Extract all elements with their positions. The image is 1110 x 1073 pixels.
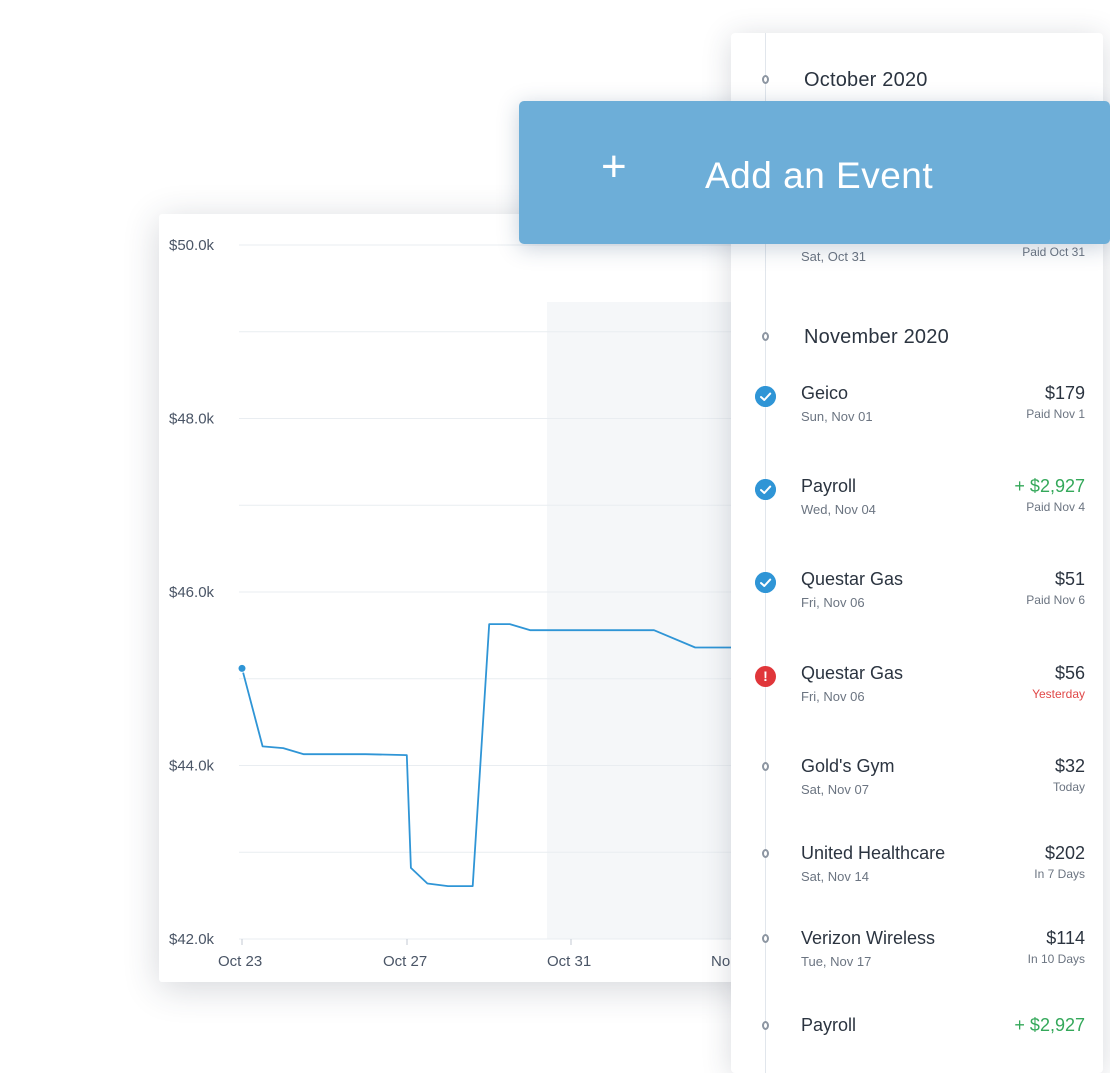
event-name: Gold's Gym bbox=[801, 756, 895, 776]
event-date: Tue, Nov 17 bbox=[801, 954, 872, 969]
pending-dot-icon bbox=[762, 762, 769, 771]
balance-series-line bbox=[241, 623, 737, 887]
event-name: Questar Gas bbox=[801, 569, 904, 589]
event-date: Sat, Nov 14 bbox=[801, 869, 869, 884]
event-amount: $56 bbox=[1054, 663, 1085, 683]
event-status: Paid Oct 31 bbox=[1022, 245, 1085, 259]
check-circle-icon bbox=[755, 386, 776, 407]
pending-dot-icon bbox=[762, 849, 769, 858]
y-tick-label: $50.0k bbox=[169, 237, 215, 254]
event-amount: $32 bbox=[1054, 756, 1085, 776]
event-status: In 7 Days bbox=[1034, 867, 1085, 881]
event-status: Paid Nov 1 bbox=[1026, 407, 1085, 421]
check-circle-icon bbox=[755, 479, 776, 500]
plus-icon: + bbox=[601, 142, 627, 191]
event-amount: $179 bbox=[1044, 383, 1085, 403]
event-status: Paid Nov 6 bbox=[1026, 593, 1085, 607]
event-amount: $51 bbox=[1054, 569, 1085, 589]
x-tick-label: Oct 27 bbox=[383, 953, 427, 970]
x-tick-label: Oct 31 bbox=[547, 953, 591, 970]
pending-dot-icon bbox=[762, 934, 769, 943]
event-status: Yesterday bbox=[1032, 687, 1085, 701]
month-dot-icon bbox=[762, 332, 769, 341]
event-row[interactable]: United Healthcare Sat, Nov 14 $202 In 7 Day… bbox=[731, 843, 1103, 903]
event-row[interactable]: Questar Gas Fri, Nov 06 $51 Paid Nov 6 bbox=[731, 569, 1103, 629]
event-name: Payroll bbox=[801, 476, 857, 496]
y-tick-label: $42.0k bbox=[169, 931, 215, 948]
add-event-label: Add an Event bbox=[705, 155, 934, 196]
month-heading-october: October 2020 bbox=[804, 69, 928, 91]
y-tick-label: $48.0k bbox=[169, 411, 215, 428]
event-row[interactable]: Payroll Wed, Nov 04 + $2,927 Paid Nov 4 bbox=[731, 476, 1103, 536]
event-amount: + $2,927 bbox=[1014, 1015, 1085, 1035]
event-row[interactable]: Geico Sun, Nov 01 $179 Paid Nov 1 bbox=[731, 383, 1103, 443]
series-start-point[interactable] bbox=[237, 663, 247, 673]
add-event-button[interactable]: + Add an Event bbox=[519, 101, 1110, 244]
event-date: Sun, Nov 01 bbox=[801, 409, 873, 424]
event-row[interactable]: Verizon Wireless Tue, Nov 17 $114 In 10 Day… bbox=[731, 928, 1103, 988]
alert-circle-icon: ! bbox=[755, 666, 776, 687]
event-row[interactable]: ! Questar Gas Fri, Nov 06 $56 Yesterday bbox=[731, 663, 1103, 723]
event-name: United Healthcare bbox=[801, 843, 946, 863]
event-status: Today bbox=[1052, 780, 1085, 794]
event-date: Sat, Nov 07 bbox=[801, 782, 869, 797]
x-tick-label: Oct 23 bbox=[218, 953, 262, 970]
event-status: Paid Nov 4 bbox=[1026, 500, 1085, 514]
month-heading-november: November 2020 bbox=[804, 326, 949, 348]
event-row[interactable]: Gold's Gym Sat, Nov 07 $32 Today bbox=[731, 756, 1103, 816]
month-dot-icon bbox=[762, 75, 769, 84]
event-date: Sat, Oct 31 bbox=[801, 249, 867, 264]
pending-dot-icon bbox=[762, 1021, 769, 1030]
event-amount: $202 bbox=[1044, 843, 1085, 863]
event-date: Fri, Nov 06 bbox=[801, 595, 865, 610]
event-amount: + $2,927 bbox=[1014, 476, 1085, 496]
event-row-october-last[interactable]: Sat, Oct 31 Paid Oct 31 bbox=[731, 229, 1103, 269]
event-amount: $114 bbox=[1046, 928, 1085, 948]
timeline-line bbox=[765, 33, 766, 1073]
x-tick-label: No bbox=[711, 953, 730, 970]
event-status: In 10 Days bbox=[1027, 952, 1085, 966]
event-name: Geico bbox=[801, 383, 849, 403]
event-name: Payroll bbox=[801, 1015, 857, 1035]
y-tick-label: $46.0k bbox=[169, 584, 215, 601]
event-row[interactable]: Payroll + $2,927 bbox=[731, 1015, 1103, 1073]
forecast-region bbox=[547, 302, 759, 939]
event-name: Verizon Wireless bbox=[801, 928, 936, 948]
balance-chart-card: $50.0k $48.0k $46.0k $44.0k $42.0k Oct 23 Oct … bbox=[159, 214, 759, 982]
event-date: Fri, Nov 06 bbox=[801, 689, 865, 704]
check-circle-icon bbox=[755, 572, 776, 593]
y-tick-label: $44.0k bbox=[169, 758, 215, 775]
event-date: Wed, Nov 04 bbox=[801, 502, 876, 517]
event-name: Questar Gas bbox=[801, 663, 904, 683]
